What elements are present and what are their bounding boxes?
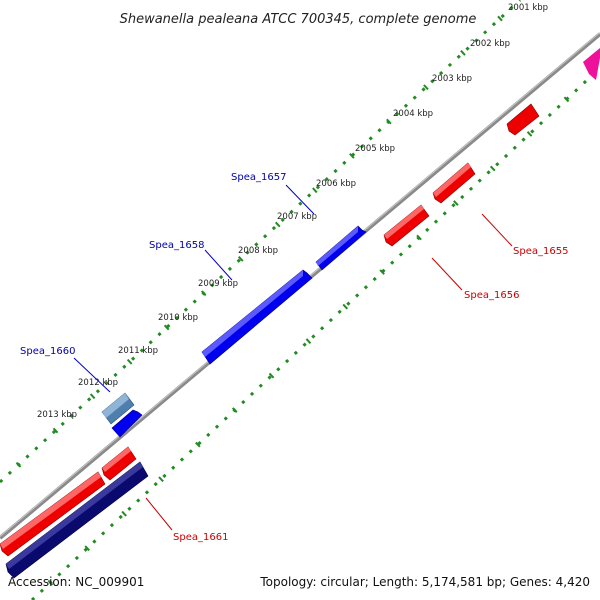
gene-label-spea-1658[interactable]: Spea_1658 xyxy=(149,240,204,251)
outer-major-tick xyxy=(237,256,244,262)
gene-feature-spea-1656-highlight xyxy=(384,205,424,239)
inner-major-tick xyxy=(379,269,385,275)
gene-feature-spea-1655-highlight xyxy=(433,163,471,197)
inner-major-tick xyxy=(268,372,275,379)
tick-label-2008: 2008 kbp xyxy=(238,246,278,256)
outer-major-tick xyxy=(497,15,503,22)
gene-feature-pink[interactable] xyxy=(583,48,600,80)
gene-feature-spea-1657-highlight xyxy=(316,226,358,266)
inner-major-tick xyxy=(526,131,533,137)
tick-label-2010: 2010 kbp xyxy=(158,313,198,323)
outer-major-tick xyxy=(312,187,318,194)
tick-label-2006: 2006 kbp xyxy=(316,179,356,189)
gene-feature-spea-1657[interactable] xyxy=(315,225,367,271)
tick-label-2012: 2012 kbp xyxy=(78,378,118,388)
accession-text: Accession: NC_009901 xyxy=(8,575,144,589)
inner-major-tick xyxy=(489,165,496,172)
gene-label-spea-1660[interactable]: Spea_1660 xyxy=(20,346,75,357)
gene-feature-spea-1661[interactable] xyxy=(101,446,137,481)
outer-major-tick xyxy=(423,84,429,91)
gene-label-spea-1661[interactable]: Spea_1661 xyxy=(173,532,228,543)
gene-label-spea-1657[interactable]: Spea_1657 xyxy=(231,172,286,183)
gene-feature-spea-1658-highlight xyxy=(202,270,303,357)
leader-line-spea-1656 xyxy=(431,257,463,291)
inner-major-tick xyxy=(453,200,459,206)
gene-feature-spea-1658[interactable] xyxy=(201,269,313,365)
inner-major-tick xyxy=(47,579,54,586)
tick-label-2005: 2005 kbp xyxy=(355,144,395,154)
leader-line-spea-1657 xyxy=(285,184,315,215)
inner-major-tick xyxy=(416,234,422,241)
inner-major-tick xyxy=(342,303,349,310)
leader-line-spea-1658 xyxy=(204,249,233,281)
tick-label-2011: 2011 kbp xyxy=(118,346,158,356)
inner-major-tick xyxy=(195,441,201,448)
outer-major-tick xyxy=(274,221,281,228)
outer-major-tick xyxy=(126,358,133,365)
genome-summary-text: Topology: circular; Length: 5,174,581 bp… xyxy=(259,575,590,589)
inner-major-tick xyxy=(231,407,238,413)
outer-major-tick xyxy=(89,393,96,400)
map-title: Shewanella pealeana ATCC 700345, complet… xyxy=(120,12,477,27)
gene-feature-red-upper[interactable] xyxy=(506,103,540,136)
outer-major-tick xyxy=(52,427,59,434)
outer-major-tick xyxy=(15,461,22,468)
tick-label-2002: 2002 kbp xyxy=(470,39,510,49)
gene-label-spea-1655[interactable]: Spea_1655 xyxy=(513,246,568,257)
leader-line-spea-1661 xyxy=(145,497,173,531)
tick-label-2003: 2003 kbp xyxy=(432,74,472,84)
tick-label-2013: 2013 kbp xyxy=(37,410,77,420)
leader-line-spea-1660 xyxy=(73,357,111,393)
gene-feature-red-long-highlight xyxy=(0,472,101,549)
gene-label-spea-1656[interactable]: Spea_1656 xyxy=(464,290,519,301)
inner-major-tick xyxy=(563,96,570,103)
tick-label-2009: 2009 kbp xyxy=(198,279,238,289)
gene-feature-navy-long-highlight xyxy=(6,462,143,569)
inner-tick-track xyxy=(30,66,600,600)
outer-major-ticks xyxy=(15,15,503,468)
outer-major-tick xyxy=(349,153,355,159)
outer-major-tick xyxy=(163,324,170,331)
gene-feature-spea-1660-highlight xyxy=(102,393,129,418)
tick-label-2004: 2004 kbp xyxy=(393,109,433,119)
tick-label-2007: 2007 kbp xyxy=(277,212,317,222)
inner-major-tick xyxy=(305,338,312,344)
outer-tick-track xyxy=(0,0,522,484)
gene-feature-spea-1655[interactable] xyxy=(432,162,476,204)
outer-major-tick xyxy=(200,290,207,297)
gene-feature-spea-1661-highlight xyxy=(102,447,131,472)
inner-major-ticks xyxy=(47,96,570,586)
inner-major-tick xyxy=(84,545,91,552)
outer-major-tick xyxy=(386,118,392,125)
tick-label-2001: 2001 kbp xyxy=(508,3,548,13)
inner-major-tick xyxy=(158,476,164,483)
leader-line-spea-1655 xyxy=(481,213,513,247)
gene-feature-spea-1659[interactable] xyxy=(111,409,143,438)
inner-major-tick xyxy=(121,510,127,517)
outer-major-tick xyxy=(460,50,466,56)
